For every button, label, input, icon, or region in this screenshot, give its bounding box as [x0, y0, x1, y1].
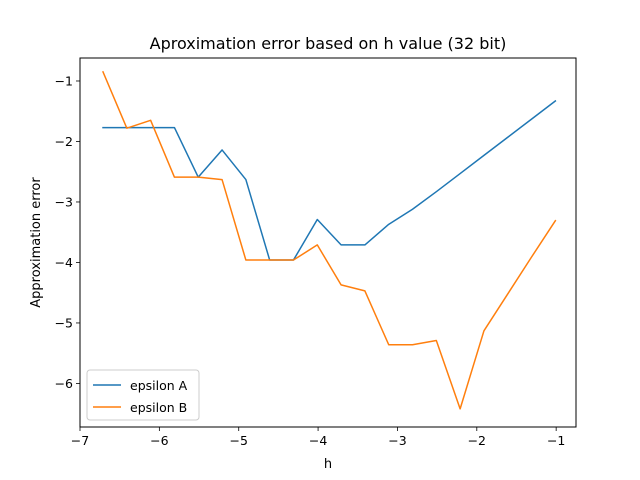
y-tick-label: −4 — [55, 255, 73, 270]
x-tick-label: −1 — [547, 433, 565, 448]
plot-area — [80, 58, 576, 427]
x-tick-label: −2 — [468, 433, 486, 448]
y-axis-ticks: −6 −5 −4 −3 −2 −1 — [55, 73, 80, 391]
plot-frame — [79, 57, 577, 428]
x-tick-label: −7 — [71, 433, 89, 448]
legend: epsilon A epsilon B — [86, 369, 200, 421]
x-tick-label: −4 — [309, 433, 327, 448]
y-tick-label: −1 — [55, 73, 73, 88]
y-axis-label: Approximation error — [29, 177, 44, 308]
x-axis-ticks: −7 −6 −5 −4 −3 −2 −1 — [71, 427, 565, 448]
y-tick-label: −3 — [55, 194, 73, 209]
legend-label-epsilon-a: epsilon A — [130, 378, 188, 393]
series-line-epsilon-b — [102, 70, 557, 410]
legend-label-epsilon-b: epsilon B — [130, 400, 187, 415]
y-tick-label: −5 — [55, 315, 73, 330]
chart-title: Aproximation error based on h value (32 … — [150, 34, 507, 53]
x-tick-label: −3 — [388, 433, 406, 448]
x-tick-label: −6 — [150, 433, 168, 448]
y-tick-label: −2 — [55, 134, 73, 149]
x-tick-label: −5 — [230, 433, 248, 448]
series-layer — [102, 70, 557, 410]
series-line-epsilon-a — [102, 99, 557, 261]
x-axis-label: h — [324, 457, 332, 472]
y-tick-label: −6 — [55, 376, 73, 391]
